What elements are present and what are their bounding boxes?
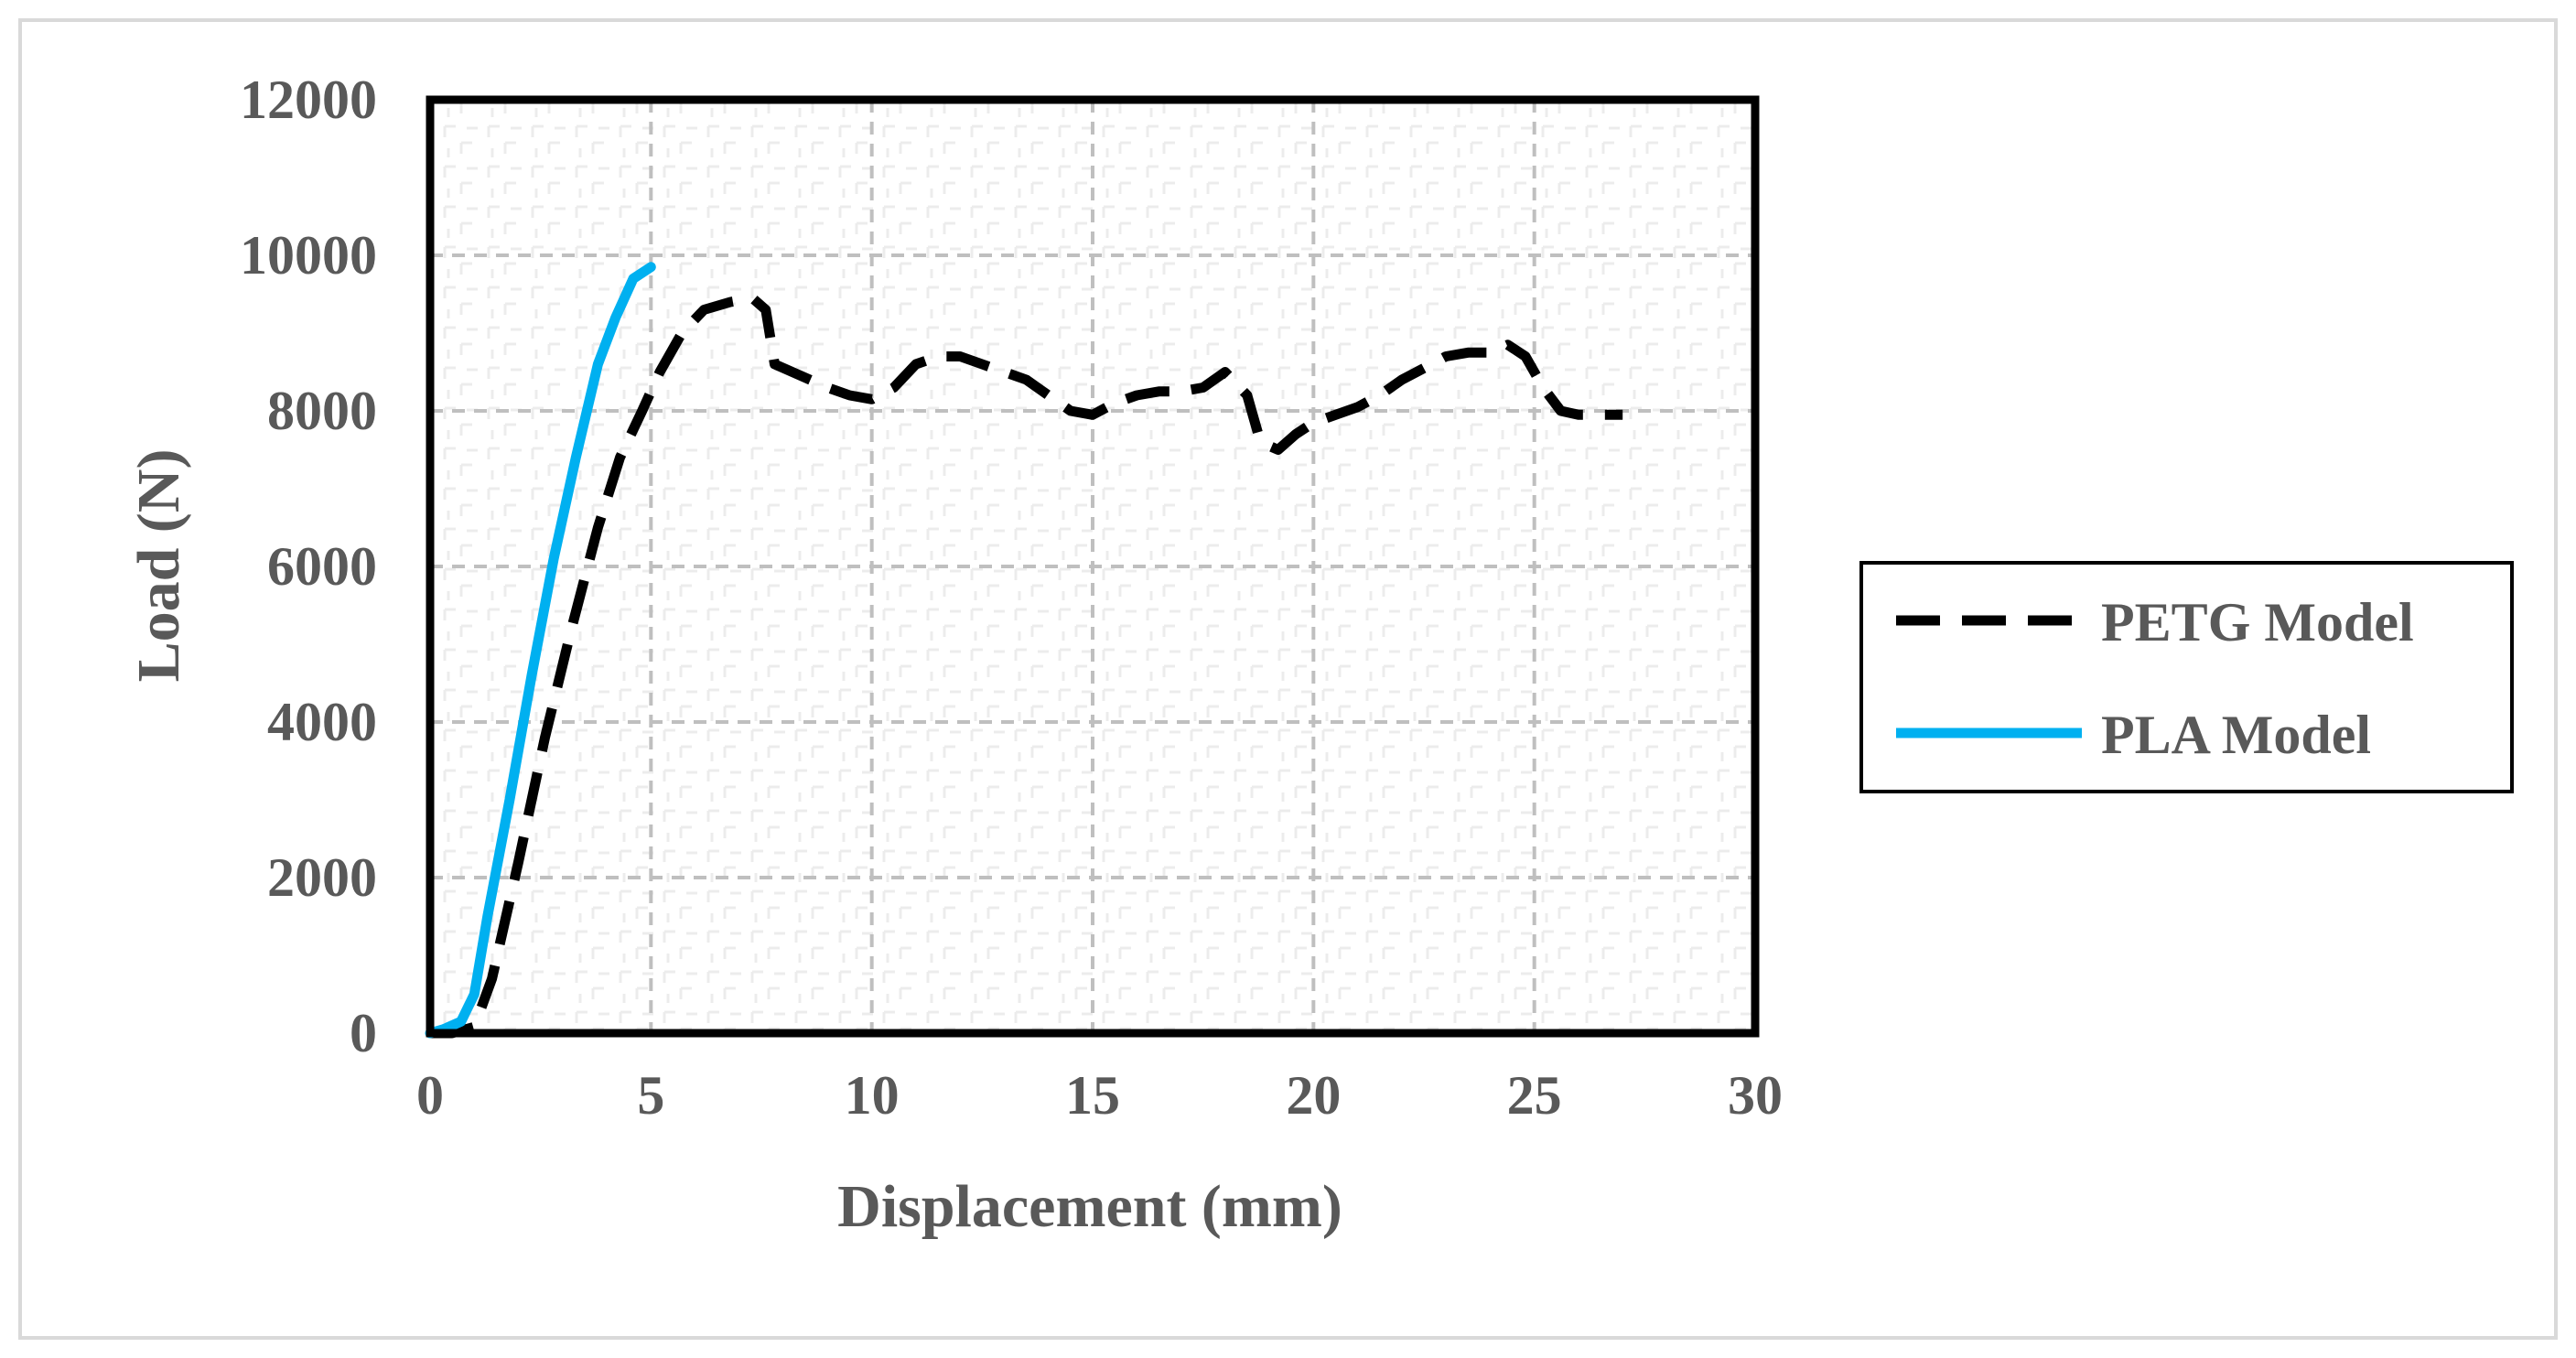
figure-border — [18, 18, 2558, 1340]
legend: PETG Model PLA Model — [1859, 561, 2514, 793]
x-tick-label: 10 — [845, 1065, 900, 1126]
plot-frame — [426, 95, 1760, 1038]
legend-items: PETG Model PLA Model — [1896, 592, 2414, 765]
x-tick-labels: 0 5 10 15 20 25 30 — [416, 1065, 1783, 1126]
y-tick-labels: 0 2000 4000 6000 8000 10000 12000 — [240, 70, 377, 1063]
y-tick-label: 4000 — [267, 692, 377, 752]
series-line-pla-model — [425, 262, 656, 1039]
legend-label: PLA Model — [2101, 705, 2371, 765]
y-tick-label: 8000 — [267, 381, 377, 441]
x-tick-label: 25 — [1507, 1065, 1562, 1126]
x-tick-label: 5 — [637, 1065, 664, 1126]
y-tick-label: 12000 — [240, 70, 377, 130]
x-tick-label: 30 — [1728, 1065, 1783, 1126]
x-tick-label: 0 — [416, 1065, 444, 1126]
series-line-petg-model — [430, 293, 1623, 1039]
x-axis-label: Displacement (mm) — [837, 1173, 1342, 1240]
y-tick-label: 2000 — [267, 847, 377, 908]
y-tick-label: 10000 — [240, 225, 377, 286]
series-layer — [425, 262, 1623, 1039]
y-tick-label: 0 — [350, 1003, 377, 1063]
x-tick-label: 15 — [1065, 1065, 1120, 1126]
x-tick-label: 20 — [1286, 1065, 1341, 1126]
y-axis-label: Load (N) — [125, 449, 192, 683]
legend-label: PETG Model — [2101, 592, 2414, 652]
legend-box — [1859, 561, 2514, 793]
y-tick-label: 6000 — [267, 536, 377, 597]
